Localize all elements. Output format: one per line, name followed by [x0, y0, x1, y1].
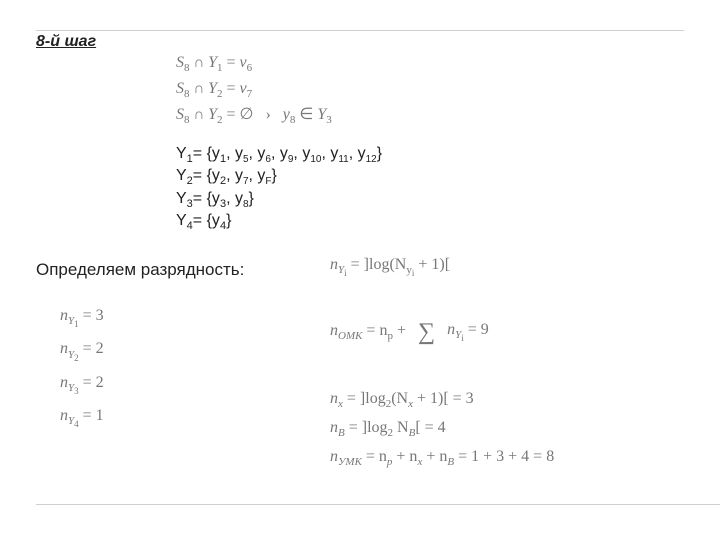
ymk-formulas: nx = ]log2(Nx + 1)[ = 3 nB = ]log2 NB[ =… — [330, 385, 554, 472]
ny-values: nY1 = 3 nY2 = 2 nY3 = 2 nY4 = 1 — [60, 300, 104, 434]
bottom-rule — [36, 504, 720, 505]
top-rule — [36, 30, 684, 31]
ny-formula: nYi = ]log(Nyi + 1)[ — [330, 256, 450, 278]
step-title: 8-й шаг — [36, 33, 684, 51]
sigma-icon: ∑ — [418, 320, 435, 344]
omk-formula: nОМК = np + ∑ nYi = 9 — [330, 320, 489, 344]
intersection-equations: S8 ∩ Y1 = v6 S8 ∩ Y2 = v7 S8 ∩ Y2 = ∅ › … — [176, 51, 684, 130]
y-sets: Y1= {y1, y5, y6, y9, y10, y11, y12} Y2= … — [176, 144, 684, 234]
